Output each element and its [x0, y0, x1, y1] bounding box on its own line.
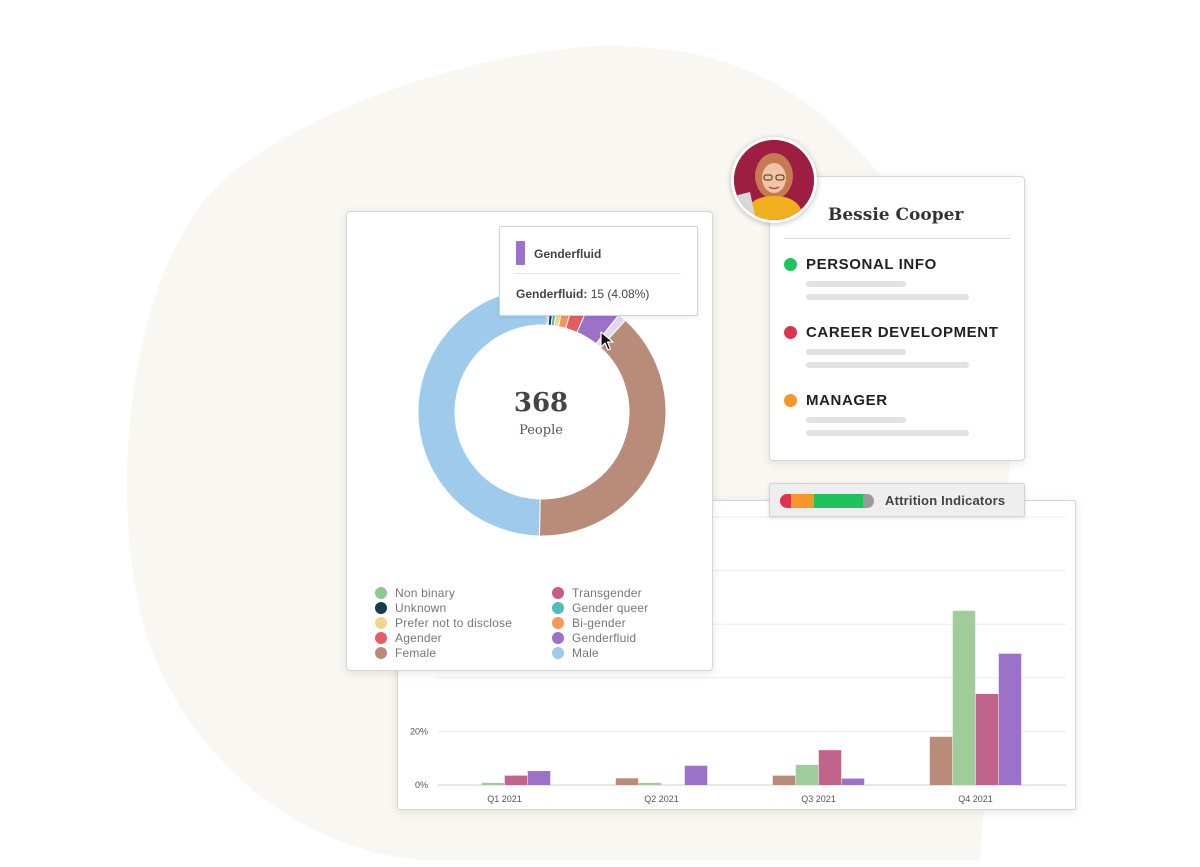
x-tick-label: Q1 2021 — [487, 794, 522, 804]
person-photo-icon — [734, 140, 814, 220]
tooltip-value-line: Genderfluid: 15 (4.08%) — [516, 287, 649, 301]
bar-q2-2021-series-1[interactable] — [615, 778, 639, 785]
legend-label: Genderfluid — [572, 630, 637, 645]
x-tick-label: Q3 2021 — [801, 794, 836, 804]
status-dot — [784, 326, 797, 339]
attrition-segment — [862, 494, 874, 508]
legend-item-unknown[interactable]: Unknown — [375, 600, 446, 615]
bar-q1-2021-series-2[interactable] — [481, 782, 505, 785]
legend-dot — [375, 586, 387, 599]
legend-label: Male — [572, 645, 599, 660]
donut-total-value: 368 — [513, 388, 569, 418]
legend-dot — [552, 616, 564, 629]
tooltip-title: Genderfluid — [534, 247, 602, 261]
legend-dot — [552, 646, 564, 659]
legend-label: Bi-gender — [572, 615, 626, 630]
tooltip-series-label: Genderfluid: — [516, 287, 588, 301]
tooltip-value: 15 (4.08%) — [590, 287, 650, 301]
legend-item-genderfluid[interactable]: Genderfluid — [552, 630, 636, 645]
placeholder-line — [806, 281, 906, 287]
y-tick-label: 20% — [410, 726, 428, 736]
placeholder-line — [806, 294, 969, 300]
tooltip-divider — [514, 273, 681, 274]
legend-dot — [375, 631, 387, 644]
profile-name: Bessie Cooper — [828, 205, 964, 225]
attrition-segment — [813, 494, 863, 508]
legend-item-prefer-not-to-disclose[interactable]: Prefer not to disclose — [375, 615, 512, 630]
legend-item-female[interactable]: Female — [375, 645, 436, 660]
legend-label: Transgender — [572, 585, 642, 600]
legend-label: Non binary — [395, 585, 456, 600]
bar-q2-2021-series-4[interactable] — [684, 765, 708, 785]
attrition-segment — [780, 494, 792, 508]
legend-label: Female — [395, 645, 437, 660]
attrition-segment — [791, 494, 814, 508]
legend-dot — [552, 631, 564, 644]
attrition-indicators-chip[interactable]: Attrition Indicators — [769, 483, 1025, 517]
legend-label: Unknown — [395, 600, 447, 615]
status-dot — [784, 394, 797, 407]
bar-q3-2021-series-2[interactable] — [795, 764, 819, 785]
legend-dot — [552, 586, 564, 599]
legend-label: Prefer not to disclose — [395, 615, 513, 630]
employee-profile-card: Bessie Cooper PERSONAL INFO CAREER DEVEL… — [769, 176, 1025, 461]
gender-donut-card: 368 People Genderfluid Genderfluid: 15 (… — [346, 211, 713, 671]
legend-item-agender[interactable]: Agender — [375, 630, 442, 645]
attrition-label: Attrition Indicators — [885, 493, 1006, 508]
donut-tooltip: Genderfluid Genderfluid: 15 (4.08%) — [499, 226, 698, 316]
legend-label: Gender queer — [572, 600, 649, 615]
legend-dot — [375, 601, 387, 614]
bar-q4-2021-series-4[interactable] — [998, 653, 1022, 785]
section-label: CAREER DEVELOPMENT — [806, 324, 999, 341]
x-tick-label: Q4 2021 — [958, 794, 993, 804]
legend-item-gender-queer[interactable]: Gender queer — [552, 600, 648, 615]
placeholder-line — [806, 362, 969, 368]
x-tick-label: Q2 2021 — [644, 794, 679, 804]
attrition-indicator-bar — [780, 494, 874, 508]
y-tick-label: 0% — [415, 780, 428, 790]
bar-q4-2021-series-1[interactable] — [929, 736, 953, 785]
bar-q3-2021-series-3[interactable] — [818, 750, 842, 785]
legend-item-non-binary[interactable]: Non binary — [375, 585, 455, 600]
tooltip-swatch — [516, 241, 525, 265]
bar-q1-2021-series-3[interactable] — [504, 775, 528, 785]
bar-q4-2021-series-2[interactable] — [952, 610, 976, 785]
bar-q2-2021-series-2[interactable] — [638, 782, 662, 785]
avatar[interactable] — [731, 137, 817, 223]
donut-slice-female[interactable] — [538, 319, 667, 537]
placeholder-line — [806, 417, 906, 423]
bar-q3-2021-series-1[interactable] — [772, 775, 796, 785]
legend-dot — [375, 646, 387, 659]
mouse-pointer-icon — [600, 331, 614, 351]
status-dot — [784, 258, 797, 271]
bar-q3-2021-series-4[interactable] — [841, 778, 865, 785]
legend-item-transgender[interactable]: Transgender — [552, 585, 642, 600]
placeholder-line — [806, 430, 969, 436]
legend-item-male[interactable]: Male — [552, 645, 599, 660]
placeholder-line — [806, 349, 906, 355]
section-label: PERSONAL INFO — [806, 256, 937, 273]
legend-label: Agender — [395, 630, 442, 645]
legend-dot — [375, 616, 387, 629]
bar-q1-2021-series-4[interactable] — [527, 771, 551, 785]
legend-item-bi-gender[interactable]: Bi-gender — [552, 615, 626, 630]
section-label: MANAGER — [806, 392, 888, 409]
donut-total-label: People — [519, 423, 563, 438]
bar-q4-2021-series-3[interactable] — [975, 693, 999, 785]
legend-dot — [552, 601, 564, 614]
profile-divider — [784, 238, 1010, 239]
